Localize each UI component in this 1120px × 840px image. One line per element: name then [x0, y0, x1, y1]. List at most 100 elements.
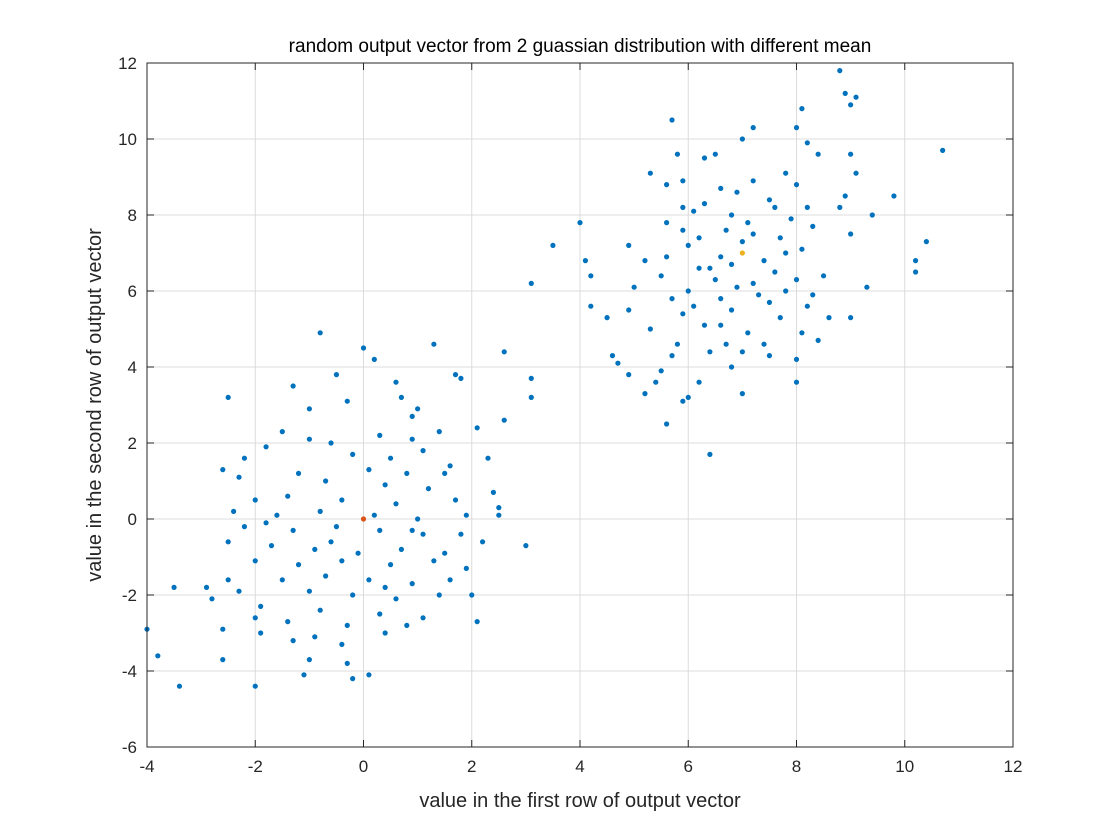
x-tick-label: 4 — [575, 757, 584, 776]
data-point — [751, 178, 756, 183]
data-point — [177, 684, 182, 689]
x-tick-label: 2 — [467, 757, 476, 776]
data-point — [664, 220, 669, 225]
data-point — [204, 585, 209, 590]
data-point — [345, 661, 350, 666]
data-point — [475, 425, 480, 430]
data-point — [702, 155, 707, 160]
data-point — [328, 440, 333, 445]
data-point — [664, 421, 669, 426]
data-point — [751, 281, 756, 286]
data-point — [729, 364, 734, 369]
data-point — [810, 292, 815, 297]
data-point — [718, 296, 723, 301]
data-point — [253, 684, 258, 689]
data-point — [718, 254, 723, 259]
data-point — [236, 475, 241, 480]
data-point — [220, 657, 225, 662]
y-tick-label: 4 — [128, 358, 137, 377]
data-point — [799, 330, 804, 335]
data-point — [155, 653, 160, 658]
data-point — [837, 205, 842, 210]
data-point — [664, 254, 669, 259]
data-point — [442, 551, 447, 556]
data-point — [713, 152, 718, 157]
data-point — [761, 342, 766, 347]
data-point — [226, 539, 231, 544]
data-point — [756, 292, 761, 297]
data-point — [745, 330, 750, 335]
data-point — [740, 239, 745, 244]
y-tick-label: -4 — [122, 662, 137, 681]
data-point — [345, 623, 350, 628]
data-point — [707, 266, 712, 271]
data-point — [307, 657, 312, 662]
data-point — [724, 342, 729, 347]
data-point — [794, 277, 799, 282]
data-point — [659, 273, 664, 278]
data-point — [529, 376, 534, 381]
data-point — [702, 323, 707, 328]
data-point — [761, 258, 766, 263]
y-tick-label: 2 — [128, 434, 137, 453]
data-point — [420, 615, 425, 620]
data-point — [767, 197, 772, 202]
data-point — [226, 577, 231, 582]
data-point — [848, 231, 853, 236]
chart-title: random output vector from 2 guassian dis… — [289, 36, 872, 57]
data-point — [377, 528, 382, 533]
data-point — [253, 558, 258, 563]
data-point — [864, 285, 869, 290]
data-point — [550, 243, 555, 248]
data-point — [485, 456, 490, 461]
data-point — [783, 288, 788, 293]
data-point — [339, 497, 344, 502]
x-tick-label: 0 — [359, 757, 368, 776]
data-point — [458, 376, 463, 381]
data-point — [740, 136, 745, 141]
data-point — [691, 209, 696, 214]
data-point — [610, 353, 615, 358]
data-point — [475, 619, 480, 624]
data-point — [669, 353, 674, 358]
data-point — [870, 212, 875, 217]
data-point — [220, 467, 225, 472]
data-point — [296, 562, 301, 567]
data-point — [420, 448, 425, 453]
x-axis-label: value in the first row of output vector — [419, 790, 741, 812]
data-point — [431, 342, 436, 347]
data-point — [366, 577, 371, 582]
data-point — [669, 117, 674, 122]
data-point — [393, 380, 398, 385]
data-point — [648, 171, 653, 176]
data-point — [675, 152, 680, 157]
data-point — [334, 524, 339, 529]
data-point — [350, 592, 355, 597]
data-point — [301, 672, 306, 677]
data-point — [458, 532, 463, 537]
data-point — [751, 125, 756, 130]
data-point — [691, 304, 696, 309]
data-point — [366, 467, 371, 472]
data-point — [345, 399, 350, 404]
data-point — [361, 516, 366, 521]
data-point — [604, 315, 609, 320]
data-point — [496, 505, 501, 510]
data-point — [707, 349, 712, 354]
data-point — [453, 372, 458, 377]
data-point — [680, 205, 685, 210]
data-point — [680, 311, 685, 316]
data-point — [285, 494, 290, 499]
data-point — [788, 216, 793, 221]
data-points — [144, 68, 945, 689]
data-point — [772, 205, 777, 210]
data-point — [799, 247, 804, 252]
data-point — [913, 269, 918, 274]
data-point — [318, 509, 323, 514]
y-tick-label: 10 — [118, 130, 137, 149]
data-point — [318, 608, 323, 613]
data-point — [431, 558, 436, 563]
data-point — [242, 456, 247, 461]
data-point — [426, 486, 431, 491]
data-point — [410, 528, 415, 533]
